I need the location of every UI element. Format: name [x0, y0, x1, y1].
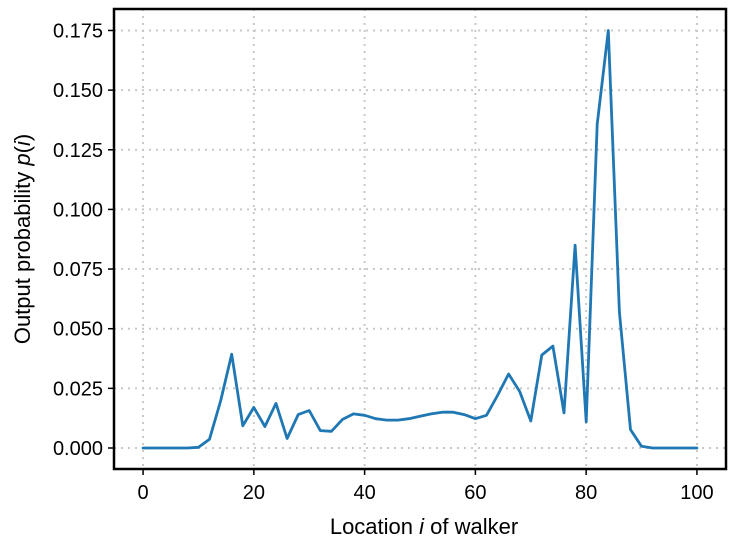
x-tick-label: 100 [680, 482, 713, 504]
plot-frame [112, 7, 728, 471]
series-line [141, 29, 699, 450]
x-tick-label: 40 [353, 482, 375, 504]
x-axis-label: Location i of walker [330, 514, 518, 539]
y-tick-label: 0.075 [53, 259, 103, 281]
x-tick-label: 60 [464, 482, 486, 504]
y-tick-label: 0.175 [53, 20, 103, 42]
x-tick-label: 80 [575, 482, 597, 504]
y-tick-label: 0.150 [53, 80, 103, 102]
y-axis-label: Output probability p(i) [10, 134, 35, 344]
axis-ticks: 0 20 40 60 80 100 0.000 0.025 0.050 0.075 0.100 0.1… [53, 20, 714, 504]
grid [114, 9, 726, 469]
series-group [141, 29, 699, 450]
x-tick-label: 20 [243, 482, 265, 504]
x-tick-label: 0 [138, 482, 149, 504]
y-tick-label: 0.100 [53, 199, 103, 221]
y-tick-label: 0.050 [53, 319, 103, 341]
y-tick-label: 0.125 [53, 140, 103, 162]
y-tick-label: 0.025 [53, 378, 103, 400]
y-tick-label: 0.000 [53, 438, 103, 460]
